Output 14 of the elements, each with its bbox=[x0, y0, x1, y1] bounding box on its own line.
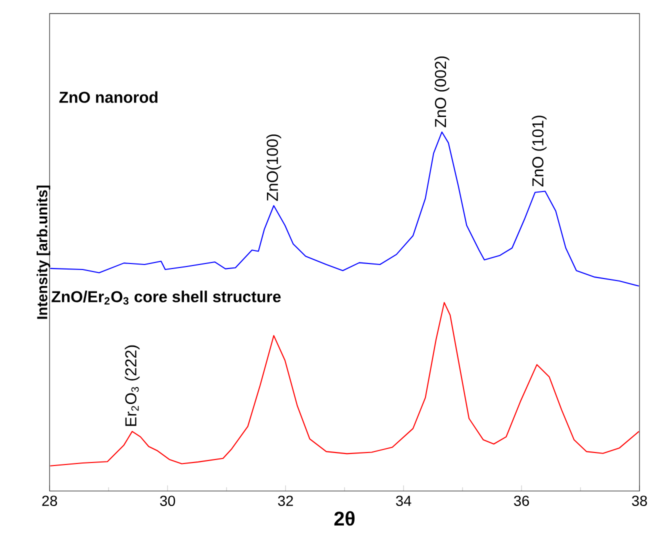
annotation: ZnO (002) bbox=[434, 56, 450, 128]
annotation: ZnO (101) bbox=[532, 116, 547, 187]
x-axis-title: 2θ bbox=[334, 511, 355, 526]
annotation: ZnO/Er$_{2}$O$_{3}$ core shell structure bbox=[52, 290, 281, 305]
y-axis-title: Intensity [arb.units] bbox=[36, 186, 50, 320]
x-tick-label: 34 bbox=[396, 496, 412, 506]
x-tick-label: 28 bbox=[42, 496, 58, 506]
annotation: ZnO(100) bbox=[266, 134, 282, 202]
annotation: Er$_{2}$O$_{3}$ (222) bbox=[124, 346, 140, 426]
x-tick-label: 30 bbox=[160, 496, 176, 506]
x-tick-label: 36 bbox=[514, 496, 529, 506]
x-tick-label: 32 bbox=[278, 496, 293, 506]
x-tick-label: 38 bbox=[632, 496, 647, 506]
text: ZnO nanorod bbox=[59, 92, 158, 104]
